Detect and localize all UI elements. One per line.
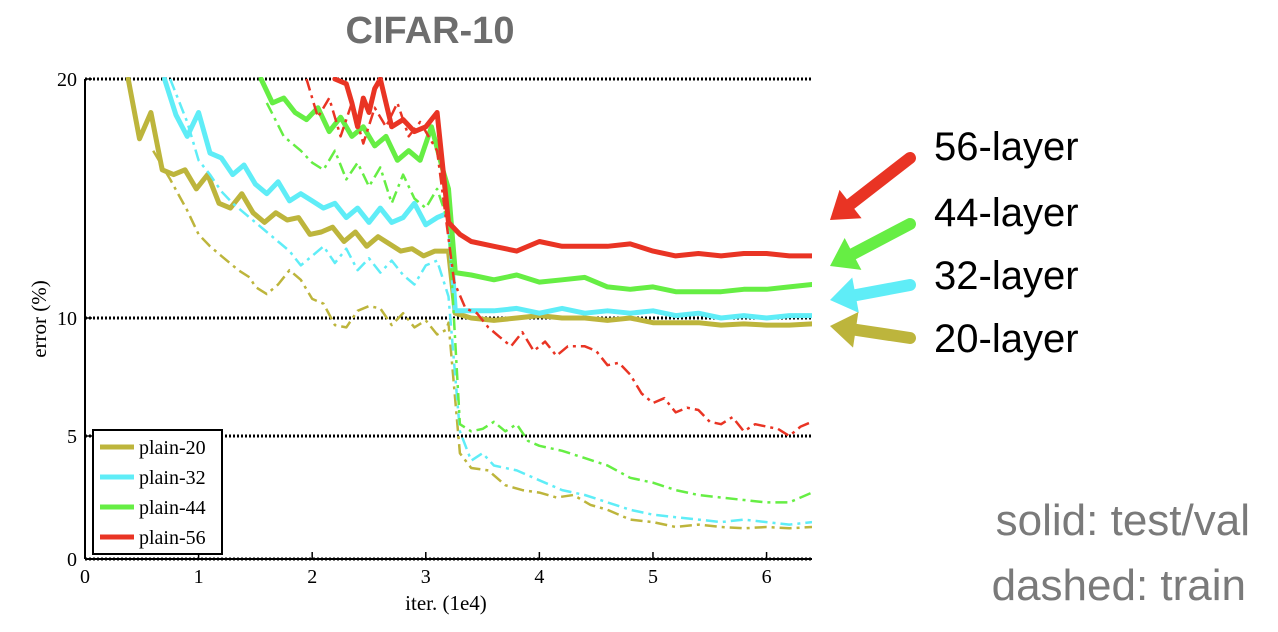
series-plain-56-train-line: [305, 78, 812, 438]
solid-note: solid: test/val: [996, 496, 1250, 545]
series-plain-20-train-line: [152, 150, 812, 530]
series-plain-20-test-line: [125, 77, 812, 328]
arrow-shaft-plain-44: [847, 218, 916, 260]
series-plain-32-test-line: [162, 77, 812, 321]
dashed-note: dashed: train: [992, 561, 1246, 610]
legend-box: [92, 429, 223, 555]
layer-label-plain-20: 20-layer: [934, 317, 1079, 361]
series-plain-56-test-line: [332, 77, 812, 259]
x-tick-label-5: 5: [648, 566, 658, 588]
layer-annotations: 56-layer 44-layer 32-layer 20-layer: [830, 125, 1079, 361]
layer-label-plain-56: 56-layer: [934, 125, 1079, 169]
y-tick-label-5: 5: [67, 426, 77, 448]
arrow-head-plain-20: [830, 312, 859, 348]
series-layer: [125, 77, 812, 530]
x-ticks: 0 1 2 3 4 5 6: [80, 552, 772, 588]
x-tick-label-0: 0: [80, 566, 90, 588]
layer-label-plain-32: 32-layer: [934, 254, 1079, 298]
x-tick-label-3: 3: [421, 566, 431, 588]
series-plain-44-train-line: [265, 102, 812, 504]
x-tick-label-1: 1: [194, 566, 204, 588]
legend-label-plain-56: plain-56: [139, 527, 206, 549]
legend: plain-20 plain-32 plain-44 plain-56: [92, 429, 223, 555]
y-axis-label: error (%): [27, 280, 51, 358]
arrow-head-plain-44: [830, 237, 862, 270]
arrow-head-plain-32: [830, 277, 859, 313]
series-plain-44-test-line: [258, 77, 812, 295]
series-plain-32-train-line: [169, 78, 812, 526]
legend-label-plain-44: plain-44: [139, 497, 206, 519]
layer-label-plain-44: 44-layer: [934, 191, 1079, 235]
y-tick-label-10: 10: [57, 308, 77, 330]
arrow-shaft-plain-56: [844, 152, 916, 211]
x-axis-label: iter. (1e4): [405, 591, 487, 615]
y-ticks: 0 5 10 20: [57, 69, 92, 571]
x-tick-label-4: 4: [534, 566, 544, 588]
arrow-shaft-plain-20: [849, 323, 916, 344]
arrow-shaft-plain-32: [849, 279, 916, 302]
y-tick-label-20: 20: [57, 69, 77, 91]
y-tick-label-0: 0: [67, 549, 77, 571]
legend-label-plain-20: plain-20: [139, 437, 206, 459]
chart-title: CIFAR-10: [346, 10, 515, 52]
arrow-head-plain-56: [830, 189, 862, 220]
x-tick-label-6: 6: [762, 566, 772, 588]
x-tick-label-2: 2: [307, 566, 317, 588]
legend-label-plain-32: plain-32: [139, 467, 206, 489]
